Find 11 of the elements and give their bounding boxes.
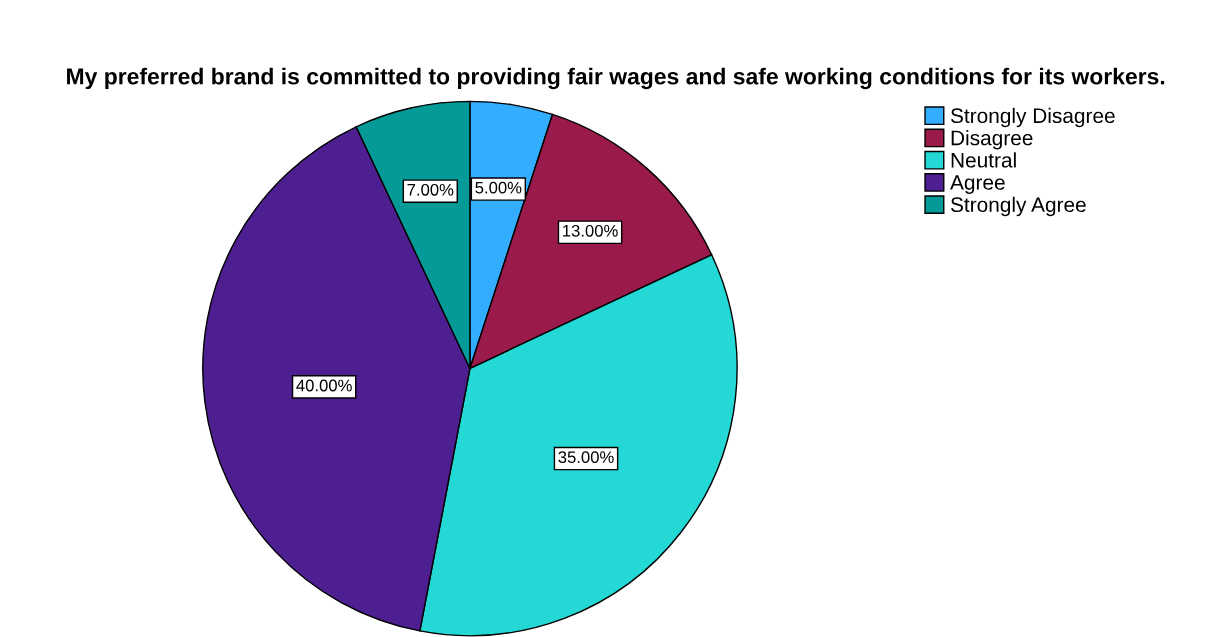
data-label: 7.00%	[407, 183, 454, 196]
data-label: 13.00%	[563, 224, 618, 237]
legend-label: Strongly Agree	[950, 196, 1086, 217]
legend-label: Agree	[950, 175, 1005, 194]
legend-label: Disagree	[951, 130, 1033, 150]
legend-label: Strongly Disagree	[950, 107, 1115, 128]
data-label: 35.00%	[558, 451, 614, 464]
chart-title: My preferred brand is committed to providing fair wages and safe working conditions for its workers.	[67, 67, 1165, 90]
data-label: 40.00%	[296, 379, 352, 392]
legend-label: Neutral	[951, 152, 1016, 168]
data-label: 5.00%	[475, 181, 522, 194]
